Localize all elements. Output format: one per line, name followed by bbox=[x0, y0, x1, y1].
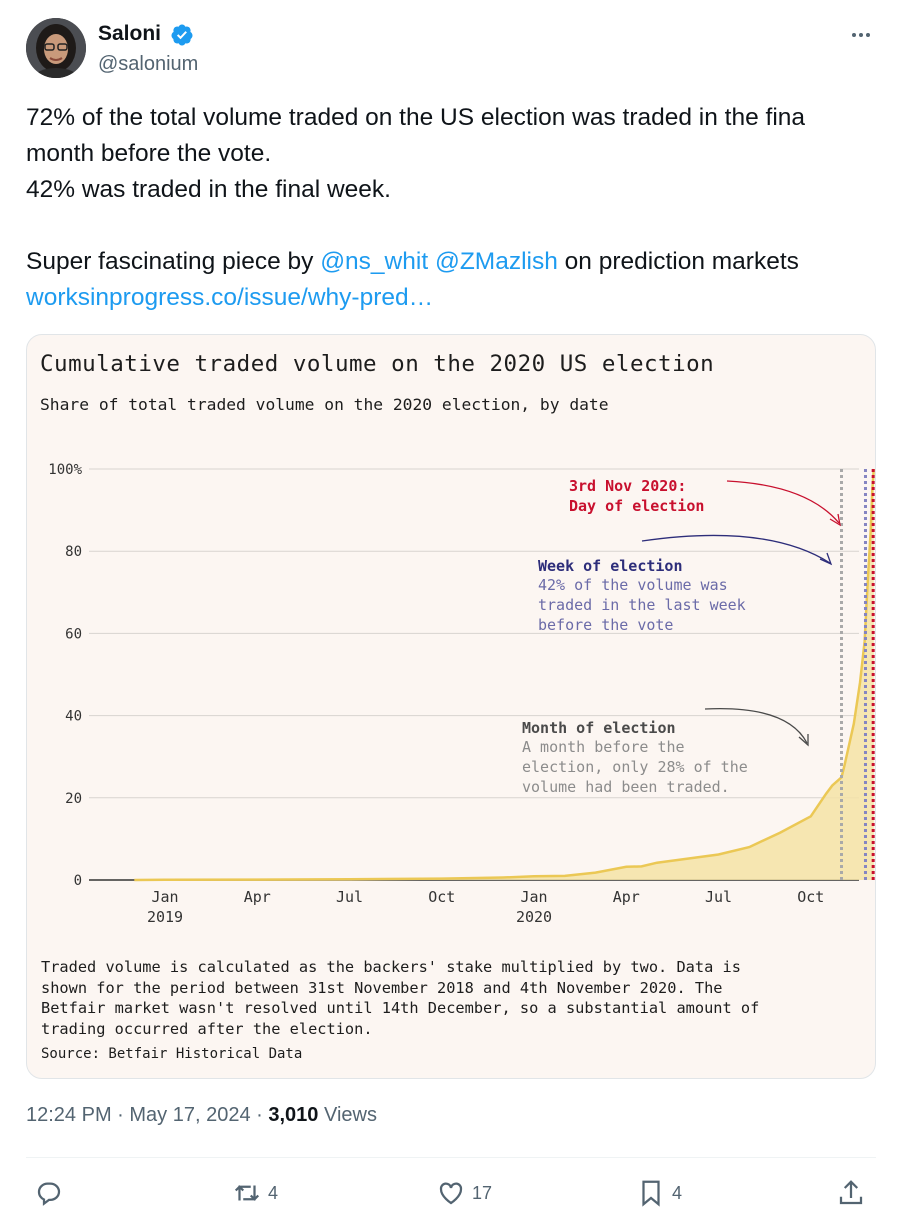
tweet-line: 72% of the total volume traded on the US… bbox=[26, 104, 806, 131]
author-handle[interactable]: @salonium bbox=[98, 53, 199, 75]
views-label: Views bbox=[318, 1104, 377, 1126]
chart-title: Cumulative traded volume on the 2020 US … bbox=[40, 351, 715, 377]
x-tick-label: Jan bbox=[520, 888, 547, 906]
month-arrow bbox=[704, 707, 808, 744]
x-tick-label: Apr bbox=[244, 888, 271, 906]
annotation-election-subtitle: Day of election bbox=[569, 497, 704, 515]
x-tick-label: Jul bbox=[336, 888, 363, 906]
y-tick-label: 100% bbox=[48, 462, 82, 478]
retweet-icon bbox=[234, 1185, 260, 1201]
annotation-month-title: Month of election bbox=[522, 719, 676, 737]
divider bbox=[26, 1157, 876, 1158]
tweet-text-fragment: on prediction markets bbox=[557, 248, 799, 275]
tweet-date[interactable]: May 17, 2024 bbox=[129, 1104, 251, 1126]
avatar[interactable] bbox=[26, 18, 86, 78]
week-arrowhead bbox=[819, 552, 833, 566]
annotation-election-title: 3rd Nov 2020: bbox=[569, 477, 686, 495]
note-line: Betfair market wasn't resolved until 14t… bbox=[41, 999, 760, 1017]
tweet-time[interactable]: 12:24 PM bbox=[26, 1104, 112, 1126]
like-button[interactable]: 17 bbox=[436, 1176, 492, 1210]
election-arrow bbox=[726, 480, 840, 524]
y-tick-label: 80 bbox=[65, 544, 82, 560]
month-arrowhead bbox=[798, 734, 809, 747]
annotation-month-text: A month before the bbox=[522, 738, 685, 756]
x-tick-label: Apr bbox=[613, 888, 640, 906]
x-tick-label: Jul bbox=[705, 888, 732, 906]
note-line: Traded volume is calculated as the backe… bbox=[41, 958, 741, 976]
annotation-week-title: Week of election bbox=[538, 557, 683, 575]
more-options-icon[interactable] bbox=[846, 20, 876, 50]
tweet-meta: 12:24 PM · May 17, 2024 · 3,010 Views bbox=[26, 1104, 377, 1127]
note-line: trading occurred after the election. bbox=[41, 1019, 373, 1038]
reply-button[interactable] bbox=[34, 1176, 70, 1210]
series-line bbox=[134, 468, 875, 882]
heart-icon bbox=[439, 1182, 463, 1205]
avatar-image bbox=[26, 18, 86, 78]
share-icon bbox=[839, 1180, 863, 1205]
tweet-line: Super fascinating piece by @ns_whit @ZMa… bbox=[26, 244, 876, 280]
tweet-text: 72% of the total volume traded on the US… bbox=[26, 100, 876, 316]
y-tick-label: 0 bbox=[74, 873, 82, 889]
mention-link[interactable]: @ns_whit bbox=[320, 248, 429, 275]
y-tick-label: 40 bbox=[65, 709, 82, 725]
bookmark-icon bbox=[642, 1180, 660, 1207]
mention-link[interactable]: @ZMazlish bbox=[434, 248, 558, 275]
article-link[interactable]: worksinprogress.co/issue/why-pred… bbox=[26, 284, 434, 311]
week-arrow bbox=[641, 534, 831, 564]
tweet-text-fragment: Super fascinating piece by bbox=[26, 248, 321, 275]
election-arrowhead bbox=[829, 513, 841, 527]
x-tick-year-label: 2019 bbox=[147, 908, 183, 926]
meta-separator: · bbox=[250, 1104, 269, 1126]
author-name[interactable]: Saloni bbox=[98, 22, 162, 45]
area-fill bbox=[134, 469, 874, 880]
bookmark-count: 4 bbox=[672, 1182, 683, 1203]
annotation-month-text: election, only 28% of the bbox=[522, 758, 748, 776]
retweet-button[interactable]: 4 bbox=[232, 1176, 278, 1210]
reply-icon bbox=[37, 1182, 61, 1206]
tweet-blank-line bbox=[26, 208, 876, 244]
x-tick-label: Jan bbox=[151, 888, 178, 906]
chart-note: Traded volume is calculated as the backe… bbox=[41, 957, 861, 1039]
x-tick-label: Oct bbox=[428, 888, 455, 906]
meta-separator: · bbox=[111, 1104, 130, 1126]
share-button[interactable] bbox=[836, 1176, 866, 1210]
tweet-line: month before the vote. bbox=[26, 140, 272, 167]
chart-subtitle: Share of total traded volume on the 2020… bbox=[40, 395, 609, 414]
y-tick-label: 60 bbox=[65, 626, 82, 642]
note-line: shown for the period between 31st Novemb… bbox=[41, 978, 723, 997]
x-tick-label: Oct bbox=[797, 888, 824, 906]
annotation-week-text: before the vote bbox=[538, 616, 673, 634]
chart-plot: 100% 80 60 40 20 0 Jan 2019 Apr Jul Oct Jan 2020 Apr J… bbox=[48, 462, 875, 926]
annotation-week-text: 42% of the volume was bbox=[538, 576, 728, 594]
x-tick-year-label: 2020 bbox=[516, 908, 552, 926]
views-count: 3,010 bbox=[268, 1104, 319, 1126]
verified-badge-icon bbox=[170, 23, 194, 47]
annotation-week-text: traded in the last week bbox=[538, 596, 746, 614]
retweet-count: 4 bbox=[268, 1182, 279, 1203]
chart-image-card[interactable]: Cumulative traded volume on the 2020 US … bbox=[26, 334, 876, 1079]
tweet-line: 42% was traded in the final week. bbox=[26, 176, 391, 203]
chart-source: Source: Betfair Historical Data bbox=[41, 1046, 303, 1062]
y-tick-label: 20 bbox=[65, 791, 82, 807]
annotation-month-text: volume had been traded. bbox=[522, 778, 730, 796]
like-count: 17 bbox=[472, 1182, 493, 1203]
bookmark-button[interactable]: 4 bbox=[636, 1176, 682, 1210]
